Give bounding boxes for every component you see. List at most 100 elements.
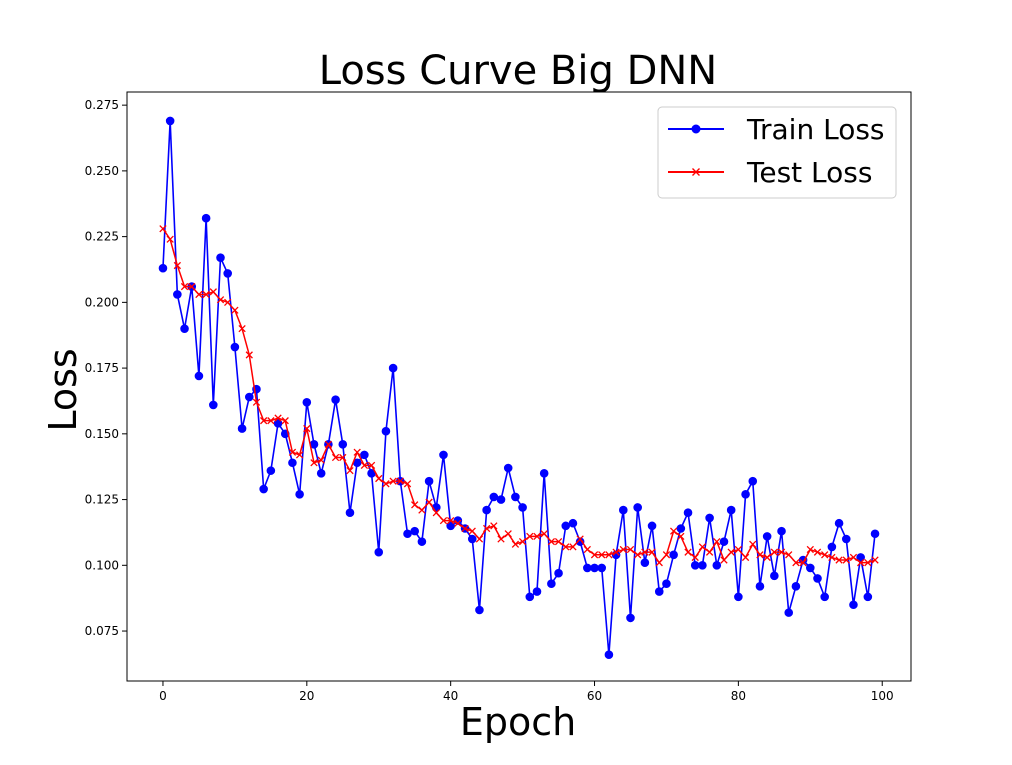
test-loss-point bbox=[612, 548, 620, 556]
test-loss-point bbox=[180, 282, 189, 291]
train-loss-point bbox=[259, 484, 268, 494]
test-loss-point bbox=[669, 527, 678, 535]
test-loss-point bbox=[367, 461, 376, 470]
train-loss-point bbox=[841, 534, 851, 544]
test-loss-point bbox=[698, 543, 707, 551]
train-loss-point bbox=[604, 650, 614, 660]
test-loss-point bbox=[741, 553, 750, 562]
test-loss-point bbox=[763, 553, 771, 562]
test-loss-point bbox=[756, 551, 764, 559]
train-loss-point bbox=[539, 468, 549, 478]
train-loss-point bbox=[669, 550, 678, 560]
y-tick-label: 0.275 bbox=[85, 98, 119, 112]
y-tick-label: 0.075 bbox=[85, 624, 119, 638]
test-loss-point bbox=[260, 417, 268, 425]
test-loss-point bbox=[439, 516, 448, 525]
train-loss-point bbox=[784, 608, 794, 617]
train-loss-point bbox=[244, 392, 254, 402]
test-loss-point bbox=[526, 532, 534, 541]
test-loss-point bbox=[598, 551, 606, 559]
x-tick-label: 40 bbox=[443, 689, 458, 703]
train-loss-point bbox=[834, 518, 844, 528]
plot-area-frame bbox=[126, 91, 912, 682]
train-loss-point bbox=[561, 521, 571, 531]
train-loss-point bbox=[331, 395, 340, 404]
train-loss-point bbox=[410, 526, 420, 536]
test-loss-point bbox=[468, 527, 476, 535]
train-loss-point bbox=[762, 532, 772, 541]
train-loss-point bbox=[654, 587, 664, 596]
test-loss-point bbox=[418, 506, 426, 514]
test-loss-point bbox=[245, 351, 253, 359]
test-loss-point bbox=[317, 456, 325, 464]
train-loss-point bbox=[676, 524, 686, 533]
test-loss-point bbox=[447, 516, 455, 525]
test-loss-point bbox=[382, 480, 390, 488]
train-loss-point bbox=[403, 529, 412, 539]
test-loss-point bbox=[749, 540, 757, 548]
train-loss-point bbox=[820, 592, 829, 602]
train-loss-point bbox=[165, 116, 175, 126]
test-loss-point bbox=[475, 535, 484, 543]
train-loss-point bbox=[467, 534, 477, 544]
train-loss-point bbox=[870, 529, 880, 539]
x-tick-label: 100 bbox=[871, 689, 894, 703]
test-loss-point bbox=[310, 459, 318, 467]
train-loss-point bbox=[316, 468, 326, 478]
test-loss-point bbox=[821, 551, 829, 559]
y-tick-label: 0.250 bbox=[85, 164, 119, 178]
train-loss-point bbox=[173, 290, 182, 299]
test-loss-point bbox=[331, 453, 340, 462]
train-loss-point bbox=[590, 563, 599, 573]
train-loss-point bbox=[554, 568, 563, 578]
test-loss-point bbox=[159, 225, 167, 233]
test-loss-point bbox=[655, 559, 663, 567]
test-loss-point bbox=[202, 290, 210, 299]
test-loss-point bbox=[856, 559, 865, 567]
train-loss-point bbox=[511, 492, 520, 502]
test-loss-point bbox=[590, 551, 599, 559]
test-loss-point bbox=[734, 545, 743, 554]
train-loss-point bbox=[640, 558, 650, 567]
train-loss-point bbox=[381, 426, 391, 436]
test-loss-point bbox=[533, 532, 541, 541]
test-loss-point bbox=[583, 545, 591, 554]
test-loss-point bbox=[849, 553, 858, 562]
train-loss-point bbox=[683, 508, 693, 518]
y-tick-label: 0.200 bbox=[85, 295, 119, 309]
train-loss-point bbox=[719, 537, 729, 546]
test-loss-point bbox=[454, 519, 462, 527]
test-loss-point bbox=[684, 548, 692, 556]
test-loss-point bbox=[188, 282, 196, 291]
train-loss-point bbox=[647, 521, 657, 531]
train-loss-point bbox=[345, 508, 355, 518]
test-loss-point bbox=[662, 551, 671, 559]
test-loss-point bbox=[691, 553, 699, 562]
y-axis: 0.075 0.100 0.125 0.150 0.175 0.200 0.225 0.250… bbox=[85, 98, 127, 638]
legend-label-test: Test Loss bbox=[746, 156, 872, 189]
train-loss-point bbox=[856, 553, 865, 562]
test-loss-point bbox=[166, 235, 174, 243]
test-loss-point bbox=[777, 548, 786, 556]
train-loss-point bbox=[374, 547, 384, 557]
test-loss-point bbox=[339, 453, 347, 462]
train-loss-point bbox=[849, 600, 858, 610]
y-tick-label: 0.150 bbox=[85, 427, 119, 441]
train-loss-point bbox=[489, 492, 499, 502]
test-loss-point bbox=[547, 537, 556, 546]
test-loss-point bbox=[238, 324, 246, 333]
train-loss-point bbox=[726, 505, 736, 515]
test-loss-point bbox=[224, 298, 232, 307]
legend-marker-test bbox=[692, 168, 700, 176]
train-loss-point bbox=[741, 490, 750, 499]
test-loss-point bbox=[231, 306, 239, 314]
train-loss-point bbox=[748, 476, 758, 486]
train-loss-point bbox=[209, 400, 218, 410]
test-loss-point bbox=[576, 535, 584, 543]
train-loss-point bbox=[417, 537, 427, 546]
y-axis-label: Loss bbox=[41, 348, 85, 431]
test-loss-point bbox=[375, 474, 383, 483]
train-loss-point bbox=[230, 342, 240, 352]
train-loss-point bbox=[237, 424, 247, 433]
